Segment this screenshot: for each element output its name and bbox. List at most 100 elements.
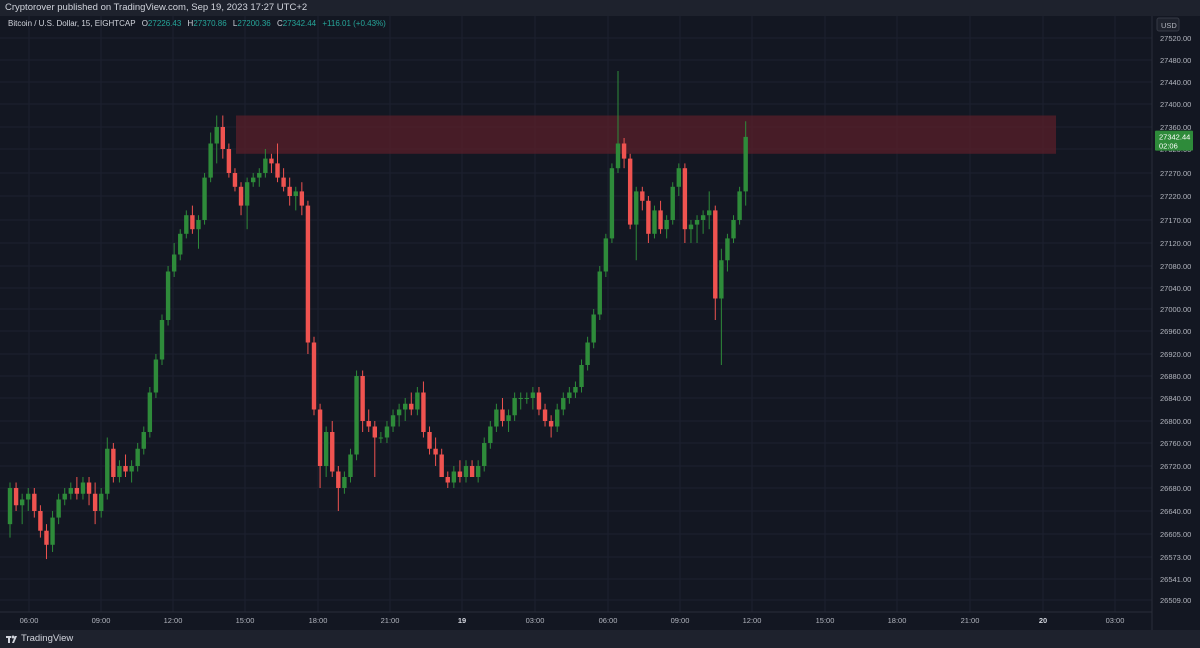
candle-body: [396, 409, 402, 416]
currency-button[interactable]: [1156, 17, 1180, 32]
price-axis-label: 27040.00: [1160, 284, 1191, 293]
candle-body: [737, 191, 742, 220]
candle-body: [694, 220, 700, 225]
currency-label[interactable]: USD: [1161, 21, 1177, 30]
candle: [251, 173, 256, 187]
candle: [287, 177, 292, 206]
candle: [725, 233, 730, 272]
candle: [542, 403, 548, 427]
candle: [670, 182, 675, 225]
legend-change: +116.01 (+0.43%): [322, 19, 386, 28]
candle: [488, 421, 493, 449]
candle-body: [287, 186, 292, 196]
candle: [409, 392, 414, 416]
candle: [311, 336, 317, 416]
candle: [457, 460, 463, 483]
candle: [694, 215, 700, 243]
candle: [305, 200, 311, 354]
candle-body: [19, 499, 25, 506]
candle-body: [141, 432, 146, 449]
legend-open-label: O: [142, 19, 148, 28]
candle: [263, 149, 268, 178]
candle: [731, 215, 736, 243]
candle: [634, 186, 639, 261]
price-axis-label: 26573.00: [1160, 553, 1191, 562]
candle: [524, 392, 529, 404]
candle: [676, 163, 681, 196]
price-tag-value: 27342.44: [1159, 133, 1190, 142]
candle-body: [719, 260, 724, 299]
candle-body: [99, 493, 104, 511]
candle-body: [7, 488, 13, 525]
tradingview-brand: TradingView: [21, 633, 74, 644]
candle-body: [591, 314, 596, 343]
candle: [482, 437, 487, 472]
candle: [646, 196, 651, 243]
price-tag-bg: [1155, 130, 1193, 151]
candle-body: [548, 421, 554, 427]
candle: [737, 186, 742, 225]
time-axis-label: 18:00: [888, 616, 907, 625]
price-axis-label: 26720.00: [1160, 462, 1191, 471]
candle: [244, 177, 250, 230]
price-axis-label: 26960.00: [1160, 327, 1191, 336]
candle-body: [305, 205, 311, 343]
candle-body: [506, 415, 511, 421]
candle-body: [463, 466, 469, 477]
candle: [585, 336, 590, 371]
candle: [208, 132, 213, 183]
candle-body: [214, 127, 219, 144]
candle-body: [38, 511, 43, 531]
resistance-zone: [236, 115, 1056, 154]
candle: [384, 421, 390, 443]
candle: [688, 220, 694, 243]
candle-body: [269, 158, 274, 164]
price-chart[interactable]: Bitcoin / U.S. Dollar, 15, EIGHTCAP O272…: [0, 16, 1200, 630]
candle: [561, 392, 566, 416]
candle: [80, 477, 86, 500]
price-axis-label: 26800.00: [1160, 417, 1191, 426]
price-axis-label: 27000.00: [1160, 305, 1191, 314]
price-axis-label: 26541.00: [1160, 575, 1191, 584]
candle-body: [159, 320, 165, 360]
candle-body: [165, 271, 171, 320]
candle: [323, 426, 329, 477]
candle-body: [263, 158, 268, 173]
candle-body: [323, 432, 329, 466]
candle: [202, 173, 207, 225]
candle: [475, 460, 481, 483]
candle-body: [555, 409, 560, 427]
legend-open-value: 27226.43: [148, 19, 182, 28]
candle-body: [330, 432, 335, 472]
candle-body: [579, 365, 584, 387]
candle: [640, 186, 645, 211]
candle-body: [561, 398, 566, 410]
candle: [469, 460, 475, 477]
candle-body: [427, 432, 432, 449]
price-axis-label: 26680.00: [1160, 484, 1191, 493]
candle: [99, 488, 104, 518]
candle: [105, 437, 110, 500]
candles-layer: [7, 71, 748, 560]
time-axis-label: 15:00: [236, 616, 255, 625]
price-axis-label: 26760.00: [1160, 439, 1191, 448]
price-axis[interactable]: [1153, 16, 1200, 630]
candle-body: [238, 186, 244, 206]
candle: [141, 426, 146, 455]
price-axis-label: 27520.00: [1160, 34, 1191, 43]
candle-body: [646, 200, 651, 234]
price-axis-label: 26640.00: [1160, 507, 1191, 516]
candle-body: [153, 359, 159, 393]
candle: [50, 511, 55, 552]
candle-body: [670, 186, 675, 220]
candle-body: [117, 466, 122, 477]
candle-body: [171, 254, 177, 272]
candle-body: [92, 493, 98, 511]
legend-close-label: C: [277, 19, 283, 28]
candle-body: [135, 448, 140, 466]
candle: [238, 182, 244, 216]
legend-low-value: 27200.36: [237, 19, 271, 28]
candle-body: [336, 471, 341, 488]
candle-body: [80, 482, 86, 494]
candle-body: [105, 448, 110, 494]
